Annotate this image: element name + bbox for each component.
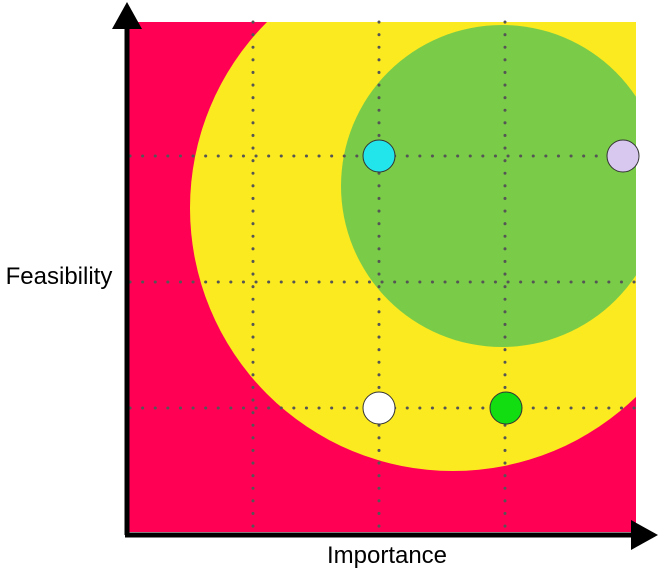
green-point bbox=[489, 391, 523, 425]
y-axis-label: Feasibility bbox=[6, 263, 113, 290]
white-point bbox=[362, 391, 396, 425]
axes bbox=[112, 2, 658, 550]
data-points bbox=[362, 139, 640, 425]
y-axis-arrowhead bbox=[112, 2, 142, 29]
inner-zone bbox=[341, 25, 636, 347]
cyan-point bbox=[362, 139, 396, 173]
x-axis-label: Importance bbox=[327, 542, 447, 569]
zone-layer bbox=[128, 22, 636, 532]
x-axis-arrowhead bbox=[631, 520, 658, 550]
lavender-point bbox=[606, 139, 640, 173]
